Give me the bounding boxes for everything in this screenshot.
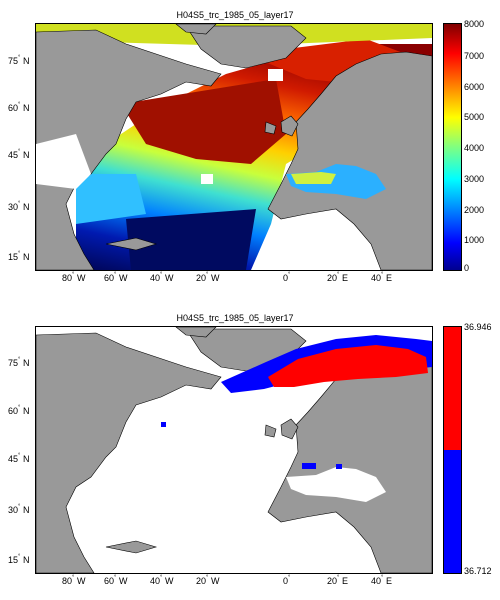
cbar-tick-1000: 1000: [464, 235, 485, 245]
top-empty-cells: [36, 69, 283, 189]
bottom-map[interactable]: [35, 326, 433, 574]
cbar-tick-7000: 7000: [464, 51, 485, 61]
top-map-title: H04S5_trc_1985_05_layer17: [176, 10, 294, 20]
top-map[interactable]: [35, 23, 433, 271]
lat-label-45: 45° N: [8, 149, 30, 160]
lat-label-45-b: 45° N: [8, 453, 30, 464]
lat-label-30-b: 30° N: [8, 504, 30, 515]
lon-label-40w-b: 40° W: [150, 575, 174, 586]
bottom-mediterranean: [286, 467, 386, 502]
bottom-map-title: H04S5_trc_1985_05_layer17: [176, 313, 294, 323]
bottom-colorbar-top-label: 36.946: [464, 322, 492, 332]
lat-label-15-b: 15° N: [8, 554, 30, 565]
top-map-svg: [36, 24, 432, 270]
lon-label-80w-b: 80° W: [62, 575, 86, 586]
cbar-tick-2000: 2000: [464, 205, 485, 215]
lon-label-0-b: 0°: [283, 575, 291, 586]
lat-label-60: 60° N: [8, 102, 30, 113]
lon-label-80w: 80° W: [62, 272, 86, 283]
mediterranean-field: [286, 164, 386, 199]
top-colorbar: [443, 23, 462, 271]
lat-label-75-b: 75° N: [8, 357, 30, 368]
lat-label-75: 75° N: [8, 55, 30, 66]
lon-label-40e: 40° E: [371, 272, 392, 283]
bottom-colorbar: [443, 326, 462, 574]
cbar-tick-4000: 4000: [464, 143, 485, 153]
lon-label-0: 0°: [283, 272, 291, 283]
cbar-tick-8000: 8000: [464, 19, 485, 29]
bottom-colorbar-bottom-label: 36.712: [464, 566, 492, 576]
lat-label-60-b: 60° N: [8, 405, 30, 416]
lon-label-40e-b: 40° E: [371, 575, 392, 586]
lon-label-20w: 20° W: [196, 272, 220, 283]
cbar-tick-6000: 6000: [464, 82, 485, 92]
lon-label-20w-b: 20° W: [196, 575, 220, 586]
lat-label-30: 30° N: [8, 201, 30, 212]
lon-label-60w: 60° W: [104, 272, 128, 283]
cbar-tick-5000: 5000: [464, 112, 485, 122]
cbar-tick-3000: 3000: [464, 174, 485, 184]
lon-label-60w-b: 60° W: [104, 575, 128, 586]
lat-label-15: 15° N: [8, 251, 30, 262]
lon-label-40w: 40° W: [150, 272, 174, 283]
cbar-tick-0: 0: [464, 263, 470, 273]
lon-label-20e: 20° E: [327, 272, 348, 283]
bottom-map-svg: [36, 327, 432, 573]
top-land: [36, 24, 432, 270]
bottom-class-regions: [161, 335, 432, 469]
lon-label-20e-b: 20° E: [327, 575, 348, 586]
